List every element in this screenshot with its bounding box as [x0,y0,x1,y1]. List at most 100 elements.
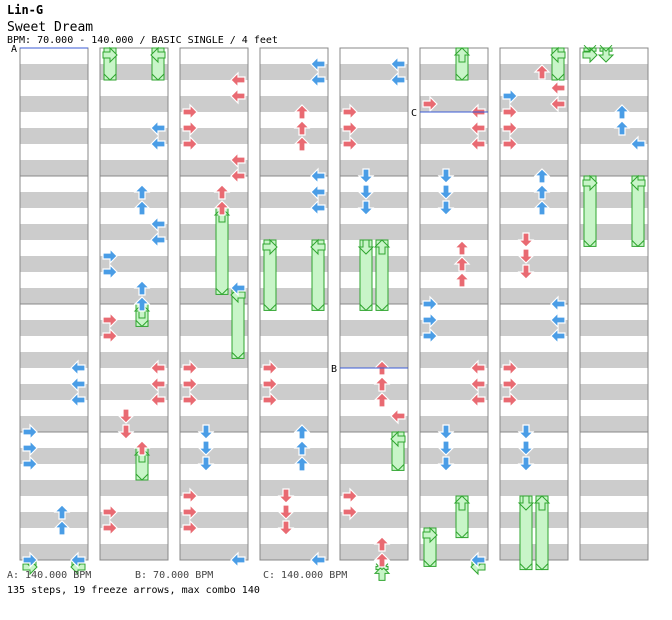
beat-stripe [500,320,568,336]
beat-stripe [420,224,488,240]
beat-stripe [20,288,88,304]
beat-stripe [580,64,648,80]
beat-stripe [340,192,408,208]
right-arrow [150,231,166,249]
beat-stripe [340,256,408,272]
freeze-arrow [262,238,278,312]
beat-stripe [100,416,168,432]
beat-stripe [500,544,568,560]
left-arrow [182,359,198,377]
beat-stripe [180,384,248,400]
freeze-head [582,46,598,64]
freeze-arrow [630,174,646,248]
beat-stripe [180,416,248,432]
down-arrow [357,168,375,184]
up-arrow [133,280,151,296]
beat-stripe [420,320,488,336]
right-arrow [70,375,86,393]
freeze-tail [103,73,117,81]
beat-stripe [100,320,168,336]
freeze-head [102,46,118,64]
right-arrow [310,167,326,185]
freeze-tail [231,352,245,360]
beat-stripe [500,448,568,464]
beat-stripe [500,192,568,208]
left-arrow [342,119,358,137]
beat-stripe [420,416,488,432]
freeze-head [550,46,566,64]
beat-stripe [20,384,88,400]
left-arrow [102,247,118,265]
left-arrow [182,503,198,521]
beat-stripe [20,128,88,144]
down-arrow [517,248,535,264]
left-arrow [422,295,438,313]
beat-stripe [20,480,88,496]
freeze-tail [583,240,597,248]
beat-stripe [260,448,328,464]
chart-column [579,47,649,561]
freeze-tail [135,320,149,328]
step-totals: 135 steps, 19 freeze arrows, max combo 1… [7,585,260,596]
beat-stripe [580,352,648,368]
right-arrow [470,551,486,569]
beat-stripe [340,96,408,112]
freeze-tail [519,563,533,571]
beat-stripe [180,64,248,80]
freeze-arrow [533,495,551,571]
freeze-head [357,239,375,255]
left-arrow [22,439,38,457]
down-arrow [517,424,535,440]
beat-stripe [180,96,248,112]
beat-stripe [260,512,328,528]
right-arrow [470,119,486,137]
left-arrow [502,103,518,121]
beat-stripe [340,448,408,464]
beat-stripe [420,352,488,368]
beat-stripe [580,512,648,528]
down-arrow [437,456,455,472]
freeze-tail [359,304,373,312]
column-frame [419,47,489,561]
freeze-head [310,238,326,256]
bpm-legend-a: A: 140.000 BPM [7,570,92,581]
up-arrow [133,440,151,456]
beat-stripe [180,544,248,560]
freeze-head [597,47,615,63]
right-arrow [230,279,246,297]
beat-stripe [100,224,168,240]
beat-stripe [180,224,248,240]
beat-stripe [100,544,168,560]
beat-stripe [420,512,488,528]
down-arrow [437,200,455,216]
beat-stripe [420,480,488,496]
freeze-tail [391,464,405,472]
beat-stripe [500,384,568,400]
freeze-head [517,495,535,511]
freeze-head [422,526,438,544]
beat-stripe [260,384,328,400]
beat-stripe [180,128,248,144]
down-arrow [357,184,375,200]
beat-stripe [340,512,408,528]
right-arrow [150,391,166,409]
left-arrow [102,519,118,537]
left-arrow [502,375,518,393]
down-arrow [437,440,455,456]
left-arrow [182,119,198,137]
beat-stripe [260,544,328,560]
right-arrow [310,183,326,201]
beat-stripe [500,96,568,112]
chart-column [419,47,489,561]
down-arrow [117,424,135,440]
left-arrow [342,103,358,121]
left-arrow [102,327,118,345]
up-arrow [613,104,631,120]
left-arrow [502,87,518,105]
right-arrow [550,327,566,345]
right-arrow [150,215,166,233]
beat-stripe [180,320,248,336]
beat-stripe [260,192,328,208]
beat-stripe [500,64,568,80]
